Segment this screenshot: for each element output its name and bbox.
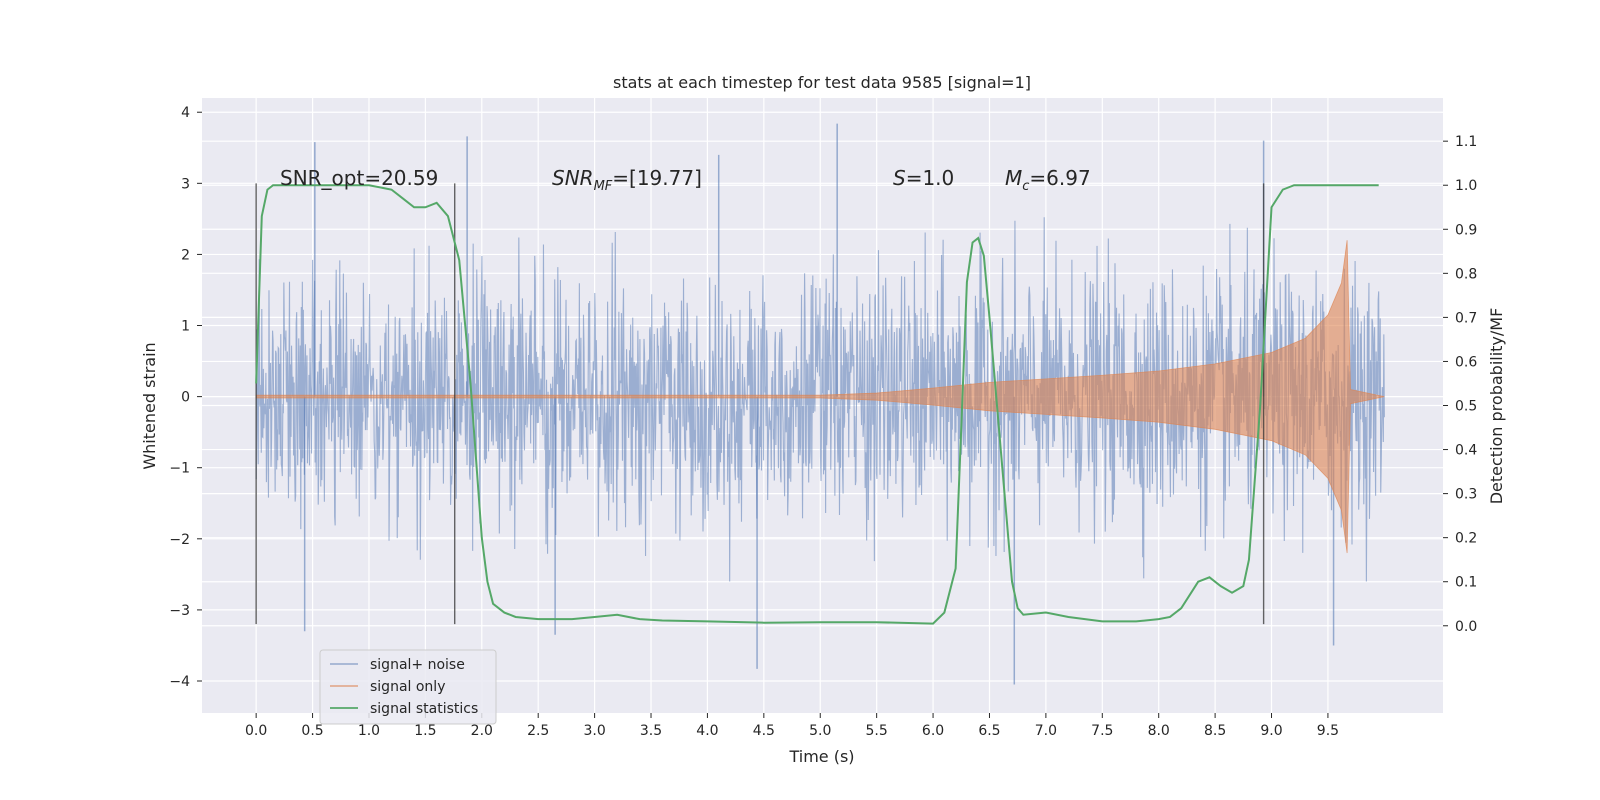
x-tick-label-16: 8.0 xyxy=(1148,723,1170,739)
x-axis-label: Time (s) xyxy=(788,747,854,766)
x-tick-label-10: 5.0 xyxy=(809,723,831,739)
y-left-tick-label-6: −2 xyxy=(169,532,190,548)
x-tick-label-3: 1.5 xyxy=(414,723,436,739)
chart-title: stats at each timestep for test data 958… xyxy=(613,73,1031,92)
y-right-tick-label-10: 0.1 xyxy=(1455,575,1477,591)
y-right-tick-label-2: 0.9 xyxy=(1455,222,1477,238)
noise-line xyxy=(255,217,1385,582)
y-right-tick-label-8: 0.3 xyxy=(1455,487,1477,503)
x-tick-label-7: 3.5 xyxy=(640,723,662,739)
legend-entry-signal-noise: signal+ noise xyxy=(370,657,465,673)
x-tick-label-0: 0.0 xyxy=(245,723,267,739)
x-tick-label-9: 4.5 xyxy=(753,723,775,739)
x-tick-label-15: 7.5 xyxy=(1091,723,1113,739)
y-left-tick-label-0: 4 xyxy=(181,105,190,121)
vertical-markers xyxy=(255,183,1265,625)
y-right-tick-label-5: 0.6 xyxy=(1455,354,1477,370)
annotation-snr-mf: SNRMF=[19.77] xyxy=(552,166,702,194)
x-axis-ticks: 0.0 0.5 1.0 1.5 2.0 2.5 3.0 3.5 4.0 4.5 5.0 5.5 6.0 6… xyxy=(245,713,1339,739)
y-right-tick-label-9: 0.2 xyxy=(1455,531,1477,547)
x-tick-label-8: 4.0 xyxy=(696,723,718,739)
x-tick-label-14: 7.0 xyxy=(1035,723,1057,739)
annotation-snr-opt: SNR_opt=20.59 xyxy=(280,166,438,190)
legend-entry-signal-statistics: signal statistics xyxy=(370,701,478,717)
right-y-axis-ticks: 1.1 1.0 0.9 0.8 0.7 0.6 0.5 0.4 0.3 0.2 0.1 0.0 xyxy=(1443,134,1477,635)
y-right-tick-label-7: 0.4 xyxy=(1455,443,1477,459)
series-signal-statistics xyxy=(255,184,1379,625)
y-left-tick-label-1: 3 xyxy=(181,176,190,192)
x-tick-label-1: 0.5 xyxy=(301,723,323,739)
signal-statistics-line xyxy=(255,184,1379,625)
y-left-tick-label-2: 2 xyxy=(181,247,190,263)
y-right-tick-label-6: 0.5 xyxy=(1455,399,1477,415)
x-tick-label-6: 3.0 xyxy=(583,723,605,739)
y-right-tick-label-4: 0.7 xyxy=(1455,310,1477,326)
legend-entry-signal-only: signal only xyxy=(370,679,445,695)
left-y-axis-ticks: 4 3 2 1 0 −1 −2 −3 −4 xyxy=(169,105,202,690)
annotation-mc: Mc=6.97 xyxy=(1005,166,1091,194)
x-tick-label-12: 6.0 xyxy=(922,723,944,739)
x-tick-label-2: 1.0 xyxy=(358,723,380,739)
signal-only-band xyxy=(255,240,1385,554)
x-tick-label-4: 2.0 xyxy=(471,723,493,739)
y-left-tick-label-4: 0 xyxy=(181,390,190,406)
y-right-tick-label-1: 1.0 xyxy=(1455,178,1477,194)
y-left-tick-label-8: −4 xyxy=(169,674,190,690)
x-tick-label-17: 8.5 xyxy=(1204,723,1226,739)
x-tick-label-11: 5.5 xyxy=(866,723,888,739)
y-right-tick-label-11: 0.0 xyxy=(1455,619,1477,635)
x-tick-label-19: 9.5 xyxy=(1317,723,1339,739)
y-axis-label-right: Detection probability/MF xyxy=(1487,308,1506,505)
y-axis-label-left: Whitened strain xyxy=(140,342,159,469)
y-right-tick-label-3: 0.8 xyxy=(1455,266,1477,282)
legend-box xyxy=(319,649,497,725)
y-left-tick-label-5: −1 xyxy=(169,461,190,477)
x-tick-label-13: 6.5 xyxy=(978,723,1000,739)
y-right-tick-label-0: 1.1 xyxy=(1455,134,1477,150)
y-left-tick-label-7: −3 xyxy=(169,603,190,619)
annotation-s: S=1.0 xyxy=(893,166,954,190)
series-signal-only xyxy=(255,240,1385,554)
x-tick-label-5: 2.5 xyxy=(527,723,549,739)
legend: signal+ noise signal only signal statist… xyxy=(319,649,497,725)
x-tick-label-18: 9.0 xyxy=(1260,723,1282,739)
y-left-tick-label-3: 1 xyxy=(181,319,190,335)
